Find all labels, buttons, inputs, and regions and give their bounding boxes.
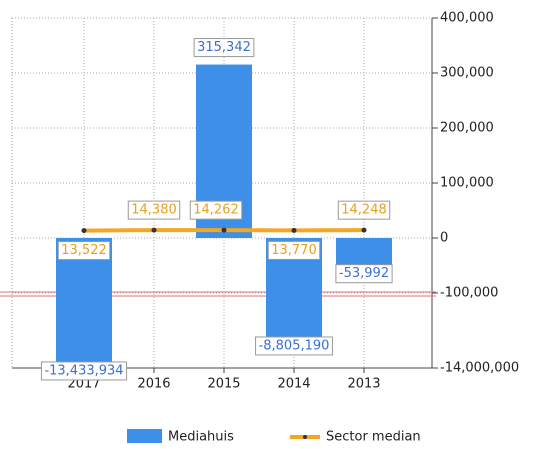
data-label-box — [57, 241, 111, 261]
x-tick-label: 2014 — [277, 377, 310, 392]
data-label-box — [189, 200, 243, 220]
data-label: -53,992 — [335, 264, 393, 284]
data-label-text: 13,522 — [61, 243, 107, 258]
line-point — [361, 227, 367, 233]
y-tick-label: -100,000 — [440, 286, 498, 301]
data-label-box — [337, 200, 391, 220]
y-tick-label: -14,000,000 — [440, 361, 519, 376]
data-label-text: 14,380 — [131, 203, 177, 218]
data-label-text: -53,992 — [339, 266, 389, 281]
data-label-box — [267, 240, 321, 260]
data-label: 13,522 — [57, 241, 111, 261]
data-label-text: -13,433,934 — [44, 363, 123, 378]
data-label: -8,805,190 — [255, 336, 333, 356]
data-label-text: 13,770 — [271, 243, 317, 258]
line-point — [291, 227, 297, 233]
legend-label: Mediahuis — [168, 430, 234, 445]
data-label: -13,433,934 — [40, 361, 128, 381]
data-label-text: -8,805,190 — [259, 338, 330, 353]
data-label-text: 315,342 — [197, 40, 251, 55]
y-tick-label: 100,000 — [440, 176, 494, 191]
y-tick-label: 400,000 — [440, 11, 494, 26]
legend-label: Sector median — [326, 430, 421, 445]
data-label-box — [255, 336, 333, 356]
data-label-box — [40, 361, 128, 381]
data-label: 14,380 — [127, 200, 181, 220]
x-tick-label: 2016 — [137, 377, 170, 392]
y-tick-label: 0 — [440, 231, 448, 246]
legend-swatch — [303, 435, 307, 439]
data-label-box — [127, 200, 181, 220]
y-tick-label: 200,000 — [440, 121, 494, 136]
bar — [336, 238, 392, 268]
data-label: 14,262 — [189, 200, 243, 220]
data-label: 14,248 — [337, 200, 391, 220]
data-label-box — [193, 38, 255, 58]
legend-swatch — [127, 429, 162, 443]
line-point — [221, 227, 227, 233]
line-point — [81, 228, 87, 234]
x-tick-label: 2015 — [207, 377, 240, 392]
data-label: 315,342 — [193, 38, 255, 58]
data-label-box — [335, 264, 393, 284]
data-label: 13,770 — [267, 240, 321, 260]
line-point — [151, 227, 157, 233]
y-tick-label: 300,000 — [440, 66, 494, 81]
data-label-text: 14,262 — [193, 203, 239, 218]
x-tick-label: 2013 — [347, 377, 380, 392]
data-label-text: 14,248 — [341, 203, 387, 218]
